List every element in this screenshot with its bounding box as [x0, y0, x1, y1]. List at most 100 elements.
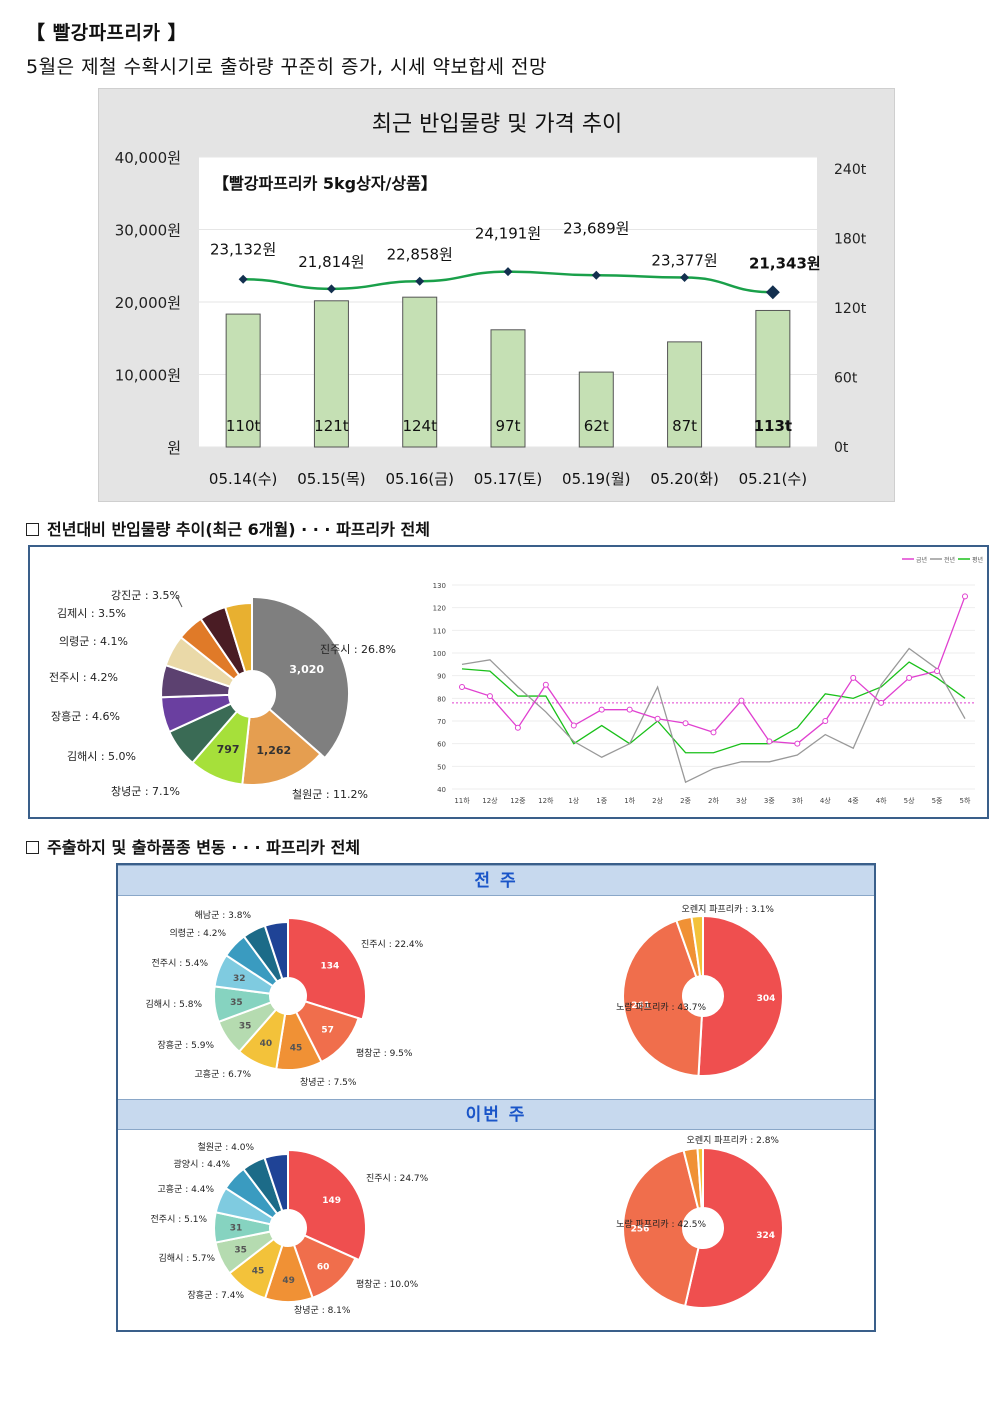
slice-value-label: 45 [252, 1267, 265, 1277]
series-point [514, 724, 521, 731]
y-left-tick-label: 10,000원 [115, 367, 181, 385]
prev-week-region-donut: 134 57 45 40 35 35 32 진주시 : 22.4% 평창군 : 9.5% 창녕군 … [146, 910, 424, 1088]
x-tick-label: 2중 [680, 797, 691, 805]
y-right-tick-label: 180t [834, 232, 867, 248]
series-point [962, 593, 968, 600]
x-tick-label: 3상 [736, 796, 747, 805]
slice-value-label: 149 [322, 1196, 341, 1206]
x-tick-label: 11하 [454, 796, 470, 805]
bar-data-label: 62t [584, 417, 609, 435]
pie-slice [287, 916, 367, 1021]
y-tick-label: 110 [433, 627, 446, 635]
slice-label: 의령군 : 4.1% [59, 635, 128, 648]
slice-value-label: 35 [234, 1246, 247, 1256]
series-point [486, 693, 493, 700]
y-left-tick-label: 20,000원 [115, 294, 181, 312]
y-tick-label: 100 [433, 650, 446, 658]
pie-slice [251, 595, 350, 760]
slice-label: 고흥군 : 4.4% [158, 1183, 215, 1195]
yearly-volume-panel: 3,020 1,262 797 진주시 : 26.8% 철원군 : 11.2% 창녕군 :… [28, 545, 989, 819]
bar-data-label: 97t [496, 417, 521, 435]
slice-label: 노랑 파프리카 : 43.7% [616, 1001, 706, 1013]
slice-value-label: 256 [631, 1225, 650, 1235]
x-tick-label: 5중 [932, 797, 943, 805]
x-tick-label: 05.21(수) [739, 470, 807, 488]
slice-label: 전주시 : 5.1% [151, 1214, 208, 1225]
y-right-tick-label: 60t [834, 371, 858, 387]
slice-label: 장흥군 : 5.9% [158, 1039, 215, 1051]
slice-value-label: 60 [317, 1262, 330, 1272]
slice-label: 의령군 : 4.2% [170, 927, 227, 939]
slice-label: 오렌지 파프리카 : 3.1% [682, 904, 775, 915]
series-point [542, 681, 549, 688]
pie-slice [223, 601, 253, 674]
price-volume-chart-panel: 최근 반입물량 및 가격 추이 【빨강파프리카 5kg상자/상품】 40,000원 3… [98, 88, 895, 502]
x-tick-label: 2상 [652, 796, 663, 805]
x-tick-label: 1중 [596, 797, 607, 805]
volume-bar [225, 313, 261, 448]
slice-label: 노랑 파프리카 : 42.5% [616, 1218, 706, 1230]
pie-slice [263, 1152, 289, 1213]
section2-heading: 전년대비 반입물량 추이(최근 6개월) · · · 파프리카 전체 [26, 516, 430, 540]
y-tick-label: 80 [437, 695, 446, 703]
slice-value-label: 57 [321, 1026, 334, 1036]
x-tick-label: 1하 [624, 796, 635, 805]
slice-label: 평창군 : 9.5% [356, 1048, 413, 1059]
y-left-tick-label: 30,000원 [115, 222, 181, 240]
checkbox-square-icon [26, 841, 39, 854]
series-point [682, 720, 689, 727]
slice-label: 진주시 : 24.7% [366, 1173, 429, 1184]
prev-week-band: 전 주 [118, 865, 874, 896]
region-donut-chart: 3,020 1,262 797 진주시 : 26.8% 철원군 : 11.2% 창녕군 :… [49, 589, 396, 801]
legend-label: 평년 [972, 556, 983, 564]
price-data-label: 24,191원 [475, 225, 541, 243]
series-line [461, 661, 966, 754]
chart-subtitle: 【빨강파프리카 5kg상자/상품】 [213, 174, 437, 193]
volume-bar [313, 300, 349, 448]
pie-slice [263, 920, 289, 981]
pie-slice [696, 1146, 704, 1210]
series-point [654, 715, 661, 722]
series-point [766, 738, 773, 745]
x-tick-label: 05.14(수) [209, 470, 277, 488]
page-subtitle: 5월은 제철 수확시기로 출하량 꾸준히 증가, 시세 약보합세 전망 [26, 56, 547, 78]
price-data-label: 23,132원 [210, 240, 276, 258]
yearly-trend-line-chart: 130 120 110 100 90 80 70 60 50 40 11하 12상 12중 12하 1상 1중… [433, 556, 983, 805]
slice-label: 전주시 : 5.4% [152, 958, 209, 969]
slice-value-label: 49 [282, 1276, 295, 1286]
chart-title: 최근 반입물량 및 가격 추이 [372, 112, 623, 137]
y-left-tick-label: 40,000원 [115, 149, 181, 167]
price-marker [503, 267, 513, 277]
x-tick-label: 3중 [764, 797, 775, 805]
x-tick-label: 5하 [960, 796, 971, 805]
x-tick-label: 12중 [510, 797, 526, 805]
price-marker [591, 270, 601, 280]
x-tick-label: 05.20(화) [650, 470, 718, 488]
bar-data-label: 124t [402, 417, 437, 435]
slice-value-label: 45 [290, 1043, 303, 1053]
pie-slice [690, 914, 704, 978]
pie-slice [697, 914, 784, 1077]
volume-bar [402, 296, 438, 448]
y-tick-label: 70 [437, 718, 446, 726]
series-point [934, 668, 941, 675]
slice-label: 창녕군 : 7.1% [111, 785, 180, 798]
slice-value-label: 304 [757, 994, 776, 1004]
x-tick-label: 4중 [848, 797, 859, 805]
y-tick-label: 60 [437, 741, 446, 749]
slice-value-label: 261 [631, 1001, 650, 1011]
volume-bar [578, 371, 614, 448]
series-line [461, 647, 966, 784]
label-leader-line [176, 596, 183, 608]
x-tick-label: 3하 [792, 796, 803, 805]
series-point [598, 706, 605, 713]
slice-value-label: 40 [260, 1039, 273, 1049]
series-point [710, 729, 717, 736]
slice-label: 해남군 : 3.8% [195, 910, 252, 921]
slice-value-label: 1,262 [256, 744, 291, 757]
y-tick-label: 90 [437, 673, 446, 681]
slice-value-label: 134 [321, 961, 340, 971]
y-left-tick-label: 원 [167, 439, 181, 457]
series-line [461, 596, 966, 745]
slice-label: 철원군 : 11.2% [292, 788, 368, 801]
